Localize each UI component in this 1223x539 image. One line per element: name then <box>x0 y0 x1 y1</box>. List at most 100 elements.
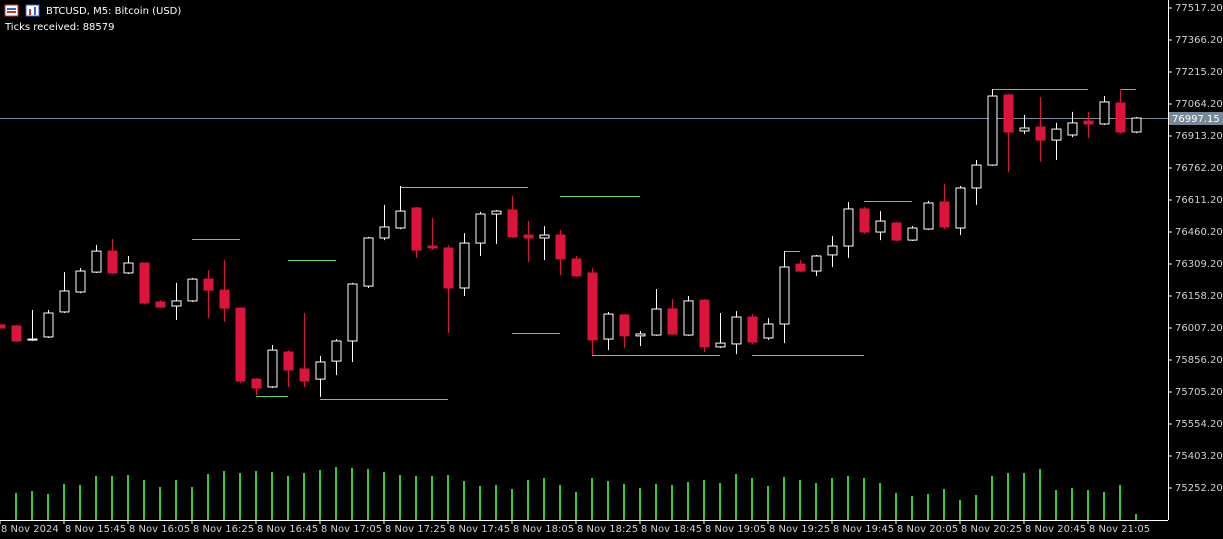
x-tick-label: 8 Nov 17:45 <box>449 524 510 535</box>
y-tick-label: 76158.20 <box>1175 291 1223 302</box>
volume-bar <box>863 478 865 520</box>
candle-body <box>315 361 326 380</box>
candle-body <box>299 368 310 382</box>
volume-bar <box>111 476 113 520</box>
x-tick-label: 8 Nov 21:05 <box>1089 524 1150 535</box>
y-tick-label: 77366.20 <box>1175 35 1223 46</box>
candle-body <box>411 207 422 251</box>
volume-bar <box>207 474 209 520</box>
volume-bar <box>719 483 721 520</box>
candle-body <box>27 338 38 341</box>
x-tick-label: 8 Nov 18:25 <box>577 524 638 535</box>
candle-body <box>587 272 598 341</box>
candle-body <box>59 290 70 313</box>
candle-body <box>0 324 6 329</box>
volume-bar <box>591 478 593 520</box>
price-label-box <box>1169 112 1223 125</box>
x-tick-label: 8 Nov 20:05 <box>897 524 958 535</box>
volume-bar <box>239 473 241 520</box>
volume-bar <box>687 482 689 520</box>
candle-body <box>715 342 726 348</box>
candle-body <box>1035 126 1046 141</box>
icon <box>7 11 16 13</box>
candle-body <box>1067 122 1078 136</box>
candle-body <box>267 349 278 388</box>
candle-body <box>827 245 838 256</box>
candle-body <box>107 250 118 274</box>
volume-bar <box>959 500 961 520</box>
candle-body <box>651 308 662 336</box>
chart-subtitle: Ticks received: 88579 <box>4 22 115 33</box>
candle-body <box>171 300 182 307</box>
candle-body <box>443 247 454 289</box>
y-tick-label: 76611.20 <box>1175 195 1223 206</box>
icon <box>29 9 31 15</box>
candle-body <box>283 351 294 371</box>
y-tick-label: 76007.20 <box>1175 323 1223 334</box>
volume-bar <box>1103 492 1105 520</box>
candle-body <box>683 300 694 336</box>
volume-bar <box>975 495 977 520</box>
candle-body <box>939 201 950 228</box>
volume-bar <box>79 485 81 520</box>
volume-bar <box>927 494 929 520</box>
candle-body <box>1115 102 1126 133</box>
candle-body <box>491 210 502 215</box>
volume-bar <box>175 480 177 520</box>
volume-bar <box>623 484 625 520</box>
candle-body <box>331 340 342 362</box>
candle-body <box>11 325 22 342</box>
candle-body <box>187 278 198 302</box>
candle-body <box>1099 101 1110 125</box>
candle-body <box>571 258 582 277</box>
candle-body <box>523 234 534 239</box>
candle-body <box>459 242 470 289</box>
candle-body <box>635 333 646 337</box>
volume-bar <box>703 480 705 520</box>
volume-bar <box>383 472 385 520</box>
candle-body <box>923 202 934 230</box>
price-label: 76997.15 <box>1172 114 1220 125</box>
x-tick-label: 8 Nov 20:45 <box>1025 524 1086 535</box>
candle-body <box>395 210 406 229</box>
candle-body <box>699 299 710 348</box>
volume-bar <box>671 485 673 520</box>
candle-body <box>779 266 790 325</box>
x-tick-label: 8 Nov 18:05 <box>513 524 574 535</box>
volume-bar <box>495 485 497 520</box>
volume-bar <box>143 480 145 520</box>
candle-body <box>555 234 566 260</box>
y-tick-label: 75554.20 <box>1175 419 1223 430</box>
volume-bar <box>847 476 849 520</box>
y-tick-label: 77064.20 <box>1175 99 1223 110</box>
volume-bar <box>1007 473 1009 520</box>
volume-bar <box>463 481 465 520</box>
candle-body <box>139 262 150 304</box>
candle-body <box>1051 128 1062 141</box>
volume-bar <box>1071 488 1073 520</box>
y-tick-label: 75403.20 <box>1175 451 1223 462</box>
candle-body <box>1083 120 1094 125</box>
volume-bar <box>1087 490 1089 520</box>
y-tick-label: 76762.20 <box>1175 163 1223 174</box>
candle-body <box>1003 94 1014 133</box>
volume-bar <box>751 478 753 520</box>
volume-bar <box>767 486 769 520</box>
candle-body <box>1019 127 1030 132</box>
volume-bar <box>1135 514 1137 520</box>
candle-body <box>219 289 230 309</box>
volume-bar <box>783 477 785 520</box>
volume-bar <box>943 489 945 520</box>
volume-bar <box>303 473 305 520</box>
candle-body <box>43 312 54 338</box>
candle-body <box>955 187 966 229</box>
volume-bar <box>815 483 817 520</box>
candle-body <box>859 208 870 233</box>
y-tick-label: 76309.20 <box>1175 259 1223 270</box>
candle-body <box>731 316 742 345</box>
volume-bar <box>159 487 161 520</box>
candle-body <box>763 323 774 339</box>
x-tick-label: 8 Nov 16:05 <box>129 524 190 535</box>
candle-body <box>251 378 262 389</box>
x-tick-label: 8 Nov 19:45 <box>833 524 894 535</box>
